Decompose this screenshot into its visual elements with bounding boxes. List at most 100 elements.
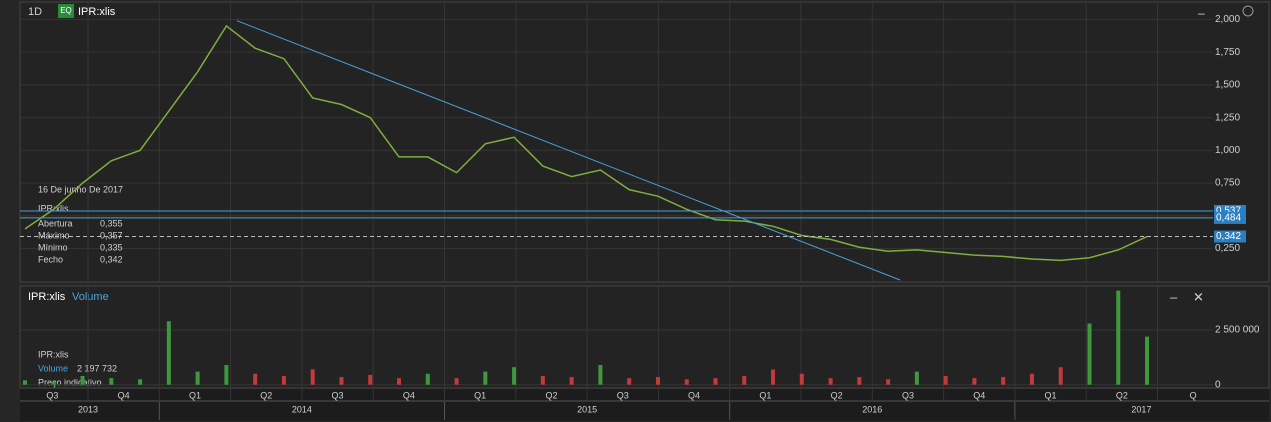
volume-bar bbox=[109, 378, 114, 385]
volume-bar bbox=[857, 377, 862, 385]
volume-bar bbox=[540, 375, 545, 385]
y-tick-label: 2 500 000 bbox=[1215, 325, 1260, 336]
volume-study: Volume bbox=[72, 291, 109, 303]
info-value: 0,355 bbox=[100, 218, 123, 228]
volume-bar bbox=[339, 377, 344, 385]
info-value: 0,335 bbox=[100, 242, 123, 252]
x-tick-label: Q2 bbox=[260, 390, 272, 400]
year-label: 2016 bbox=[862, 404, 882, 414]
volume-bar bbox=[771, 369, 776, 385]
level-tag bbox=[1214, 230, 1246, 243]
volume-symbol: IPR:xlis bbox=[28, 291, 66, 303]
volume-bar bbox=[627, 378, 632, 385]
x-tick-label: Q4 bbox=[688, 390, 700, 400]
level-label: 0,537 bbox=[1216, 206, 1241, 217]
info-symbol: IPR:xlis bbox=[38, 203, 69, 213]
volume-bar bbox=[914, 371, 919, 385]
level-label: 0,342 bbox=[1216, 231, 1241, 242]
volume-bar bbox=[368, 374, 373, 385]
volume-bar bbox=[1001, 377, 1006, 385]
volume-bar bbox=[138, 379, 143, 385]
close[interactable]: ✕ bbox=[1193, 289, 1204, 304]
x-tick-label: Q3 bbox=[46, 390, 58, 400]
x-tick-label: Q2 bbox=[1116, 390, 1128, 400]
x-tick-label: Q1 bbox=[1045, 390, 1057, 400]
volume-bar bbox=[655, 377, 660, 385]
x-tick-label: Q3 bbox=[617, 390, 629, 400]
volume-bar bbox=[1058, 367, 1063, 385]
x-tick-label: Q2 bbox=[545, 390, 557, 400]
badge-bg bbox=[58, 4, 74, 18]
volume-bar bbox=[972, 378, 977, 385]
y-tick-label: 1,750 bbox=[1215, 47, 1240, 58]
x-tick-label: Q1 bbox=[189, 390, 201, 400]
interval[interactable]: 1D bbox=[28, 6, 42, 18]
level-tag bbox=[1214, 211, 1246, 224]
volume-bar bbox=[51, 381, 56, 385]
volume-bar bbox=[886, 379, 891, 385]
year-label: 2013 bbox=[78, 404, 98, 414]
volume-bar bbox=[253, 373, 258, 385]
x-tick-label: Q1 bbox=[759, 390, 771, 400]
badge: EQ bbox=[60, 6, 72, 15]
info-box: 16 De junho De 2017 IPR:xlis bbox=[38, 184, 123, 213]
info-value: 0,357 bbox=[100, 230, 123, 240]
x-tick-label: Q3 bbox=[332, 390, 344, 400]
x-tick-label: Q4 bbox=[118, 390, 130, 400]
info-label: Abertura bbox=[38, 218, 73, 228]
volume-bar bbox=[310, 369, 315, 385]
x-tick-label: Q bbox=[1190, 390, 1197, 400]
volume-bar bbox=[1087, 323, 1092, 385]
y-tick-label: 0 bbox=[1215, 379, 1221, 390]
volume-panel bbox=[19, 285, 1270, 389]
trendline bbox=[236, 20, 901, 281]
year-label: 2017 bbox=[1131, 404, 1151, 414]
year-label: 2015 bbox=[577, 404, 597, 414]
volume-bar bbox=[799, 373, 804, 385]
y-tick-label: 2,000 bbox=[1215, 14, 1240, 25]
year-label: 2014 bbox=[292, 404, 312, 414]
x-tick-label: Q2 bbox=[831, 390, 843, 400]
level-label: 0,484 bbox=[1216, 213, 1241, 224]
price-panel bbox=[19, 1, 1270, 283]
y-tick-label: 0,750 bbox=[1215, 178, 1240, 189]
volume-bar bbox=[80, 375, 85, 385]
volume-bar bbox=[742, 375, 747, 385]
volume-bar bbox=[397, 378, 402, 385]
y-tick-label: 1,500 bbox=[1215, 80, 1240, 91]
vol-info-symbol: IPR:xlis bbox=[38, 349, 69, 359]
volume-bar bbox=[425, 373, 430, 385]
info-date: 16 De junho De 2017 bbox=[38, 184, 123, 194]
info-value: 0,342 bbox=[100, 254, 123, 264]
volume-bar bbox=[828, 378, 833, 385]
minimize[interactable]: – bbox=[1198, 6, 1205, 20]
vol-info-note: Preço indicativo bbox=[38, 377, 102, 387]
volume-bar bbox=[598, 365, 603, 385]
volume-bar bbox=[1116, 290, 1121, 385]
y-tick-label: 0,250 bbox=[1215, 243, 1240, 254]
volume-bar bbox=[195, 371, 200, 385]
price-line bbox=[24, 24, 1148, 262]
volume-bar bbox=[713, 378, 718, 385]
info-label: Mínimo bbox=[38, 242, 68, 252]
y-tick-label: 1,250 bbox=[1215, 112, 1240, 123]
x-tick-label: Q4 bbox=[973, 390, 985, 400]
volume-bar bbox=[943, 375, 948, 385]
volume-bar bbox=[684, 379, 689, 385]
x-tick-label: Q1 bbox=[474, 390, 486, 400]
volume-bar bbox=[166, 321, 171, 385]
x-tick-label: Q4 bbox=[403, 390, 415, 400]
volume-bar bbox=[224, 365, 229, 385]
volume-bar bbox=[1145, 336, 1150, 385]
vol-info-value: 2 197 732 bbox=[77, 363, 117, 373]
volume-bar bbox=[569, 377, 574, 385]
x-tick-label: Q3 bbox=[902, 390, 914, 400]
clock-icon[interactable] bbox=[1242, 5, 1254, 17]
volume-bar bbox=[512, 367, 517, 385]
volume-bar bbox=[454, 378, 459, 385]
volume-bar bbox=[23, 380, 27, 385]
y-tick-label: 1,000 bbox=[1215, 145, 1240, 156]
info-label: Máximo bbox=[38, 230, 70, 240]
minimize[interactable]: – bbox=[1170, 289, 1178, 304]
